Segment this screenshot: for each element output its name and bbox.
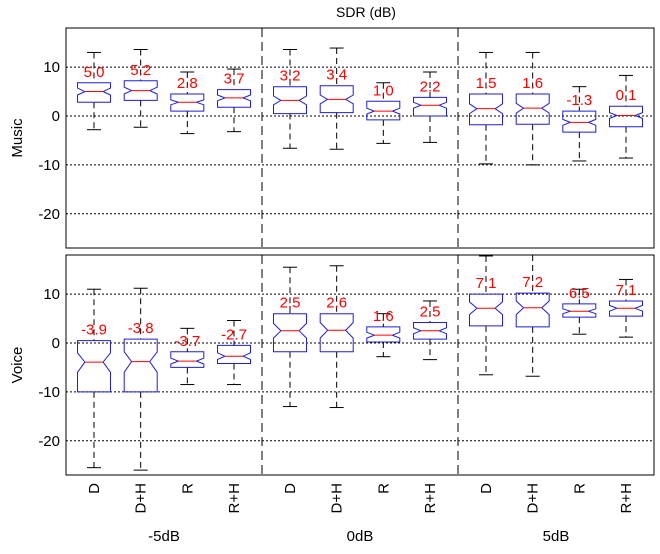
method-tick-label: D+H bbox=[525, 483, 542, 513]
box-0dB-D bbox=[273, 313, 307, 353]
box--5dB-R+H bbox=[217, 344, 251, 364]
box-5dB-D bbox=[469, 293, 503, 327]
box-5dB-R bbox=[562, 303, 597, 318]
group-label: 5dB bbox=[543, 528, 570, 545]
box-0dB-D bbox=[273, 86, 307, 115]
median-value-label: 5.0 bbox=[84, 64, 105, 81]
method-tick-label: D bbox=[282, 483, 299, 494]
method-tick-label: D bbox=[86, 483, 103, 494]
method-tick-label: R+H bbox=[226, 483, 243, 513]
y-tick-label: 10 bbox=[43, 286, 60, 303]
panel-ylabel-music: Music bbox=[9, 118, 26, 158]
box-0dB-R bbox=[366, 326, 401, 343]
median-value-label: -3.7 bbox=[174, 333, 200, 350]
method-tick-label: D+H bbox=[133, 483, 150, 513]
box-0dB-D+H bbox=[319, 85, 354, 114]
panel-frame bbox=[65, 27, 655, 249]
box--5dB-R+H bbox=[217, 89, 251, 108]
y-tick-label: 0 bbox=[52, 108, 60, 125]
panel-ylabel-voice: Voice bbox=[9, 347, 26, 384]
median-value-label: 5.2 bbox=[130, 62, 151, 79]
median-value-label: 3.2 bbox=[280, 68, 301, 85]
box--5dB-D bbox=[77, 82, 111, 103]
chart-title: SDR (dB) bbox=[336, 4, 396, 20]
median-value-label: 1.6 bbox=[373, 308, 394, 325]
median-value-label: 0.1 bbox=[616, 87, 637, 104]
median-value-label: 7.2 bbox=[522, 274, 543, 291]
median-value-label: 2.5 bbox=[280, 295, 301, 312]
box--5dB-D+H bbox=[123, 80, 158, 101]
box-0dB-R+H bbox=[413, 96, 447, 117]
median-value-label: -2.7 bbox=[221, 326, 247, 343]
median-value-label: 1.5 bbox=[476, 75, 497, 92]
y-tick-label: -10 bbox=[38, 384, 60, 401]
method-tick-label: R+H bbox=[618, 483, 635, 513]
y-tick-label: -20 bbox=[38, 433, 60, 450]
box-5dB-D+H bbox=[515, 93, 550, 125]
box-0dB-D+H bbox=[319, 313, 354, 353]
method-tick-label: D+H bbox=[329, 483, 346, 513]
group-label: 0dB bbox=[347, 528, 374, 545]
box-5dB-R bbox=[562, 110, 597, 133]
box-5dB-R+H bbox=[609, 300, 643, 317]
method-tick-label: R bbox=[375, 483, 392, 494]
box-0dB-R+H bbox=[413, 322, 447, 340]
method-tick-label: R bbox=[571, 483, 588, 494]
median-value-label: 2.5 bbox=[420, 303, 441, 320]
median-value-label: 2.8 bbox=[177, 75, 198, 92]
median-value-label: 2.6 bbox=[326, 295, 347, 312]
box--5dB-D bbox=[77, 340, 111, 393]
median-value-label: 7.1 bbox=[476, 275, 497, 292]
box-5dB-D+H bbox=[515, 292, 550, 328]
group-label: -5dB bbox=[148, 528, 180, 545]
box-5dB-D bbox=[469, 93, 503, 126]
median-value-label: 2.2 bbox=[420, 78, 441, 95]
y-tick-label: -20 bbox=[38, 206, 60, 223]
method-tick-label: D bbox=[478, 483, 495, 494]
panel-frame bbox=[65, 254, 655, 476]
y-tick-label: -10 bbox=[38, 157, 60, 174]
box--5dB-R bbox=[170, 351, 205, 368]
median-value-label: -3.8 bbox=[128, 320, 154, 337]
box--5dB-D+H bbox=[123, 338, 158, 393]
median-value-label: 7.1 bbox=[616, 282, 637, 299]
method-tick-label: R+H bbox=[422, 483, 439, 513]
box-0dB-R bbox=[366, 100, 401, 121]
median-value-label: 6.5 bbox=[569, 285, 590, 302]
y-tick-label: 0 bbox=[52, 335, 60, 352]
box-5dB-R+H bbox=[609, 105, 643, 128]
method-tick-label: R bbox=[179, 483, 196, 494]
median-value-label: 1.6 bbox=[522, 75, 543, 92]
median-value-label: 3.7 bbox=[224, 71, 245, 88]
median-value-label: -1.3 bbox=[566, 92, 592, 109]
box--5dB-R bbox=[170, 93, 205, 112]
y-tick-label: 10 bbox=[43, 59, 60, 76]
median-value-label: 3.4 bbox=[326, 67, 347, 84]
median-value-label: 1.0 bbox=[373, 82, 394, 99]
median-value-label: -3.9 bbox=[81, 322, 107, 339]
